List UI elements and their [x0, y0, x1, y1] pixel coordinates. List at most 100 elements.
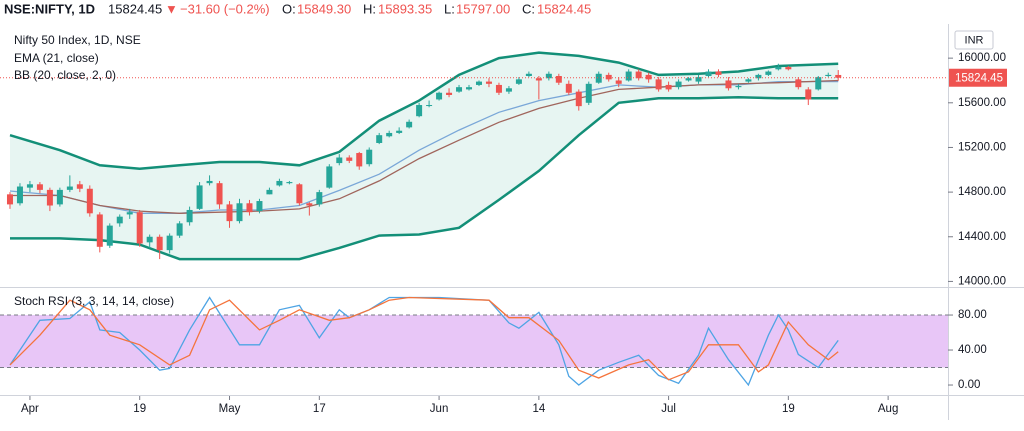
- candle-body: [426, 105, 433, 107]
- change: −31.60 (−0.2%): [180, 1, 270, 16]
- candle-body: [446, 92, 453, 95]
- x-tick-label: 14: [532, 403, 545, 415]
- high-label: H:: [363, 1, 376, 16]
- candle-body: [665, 84, 672, 90]
- x-tick-label: 19: [133, 403, 146, 415]
- candle-body: [555, 76, 562, 83]
- candle-body: [815, 77, 822, 90]
- candle-body: [386, 132, 393, 137]
- candle-body: [545, 73, 552, 79]
- x-tick-label: Jun: [430, 403, 449, 415]
- candle-body: [176, 223, 183, 236]
- candle-body: [675, 81, 682, 88]
- candle-body: [416, 105, 423, 117]
- candle-body: [775, 67, 782, 70]
- candle-body: [36, 184, 43, 190]
- candle-body: [106, 225, 113, 246]
- y-tick-label: 14400.00: [958, 231, 1006, 243]
- change-arrow: ▼: [165, 1, 178, 16]
- ema-legend: EMA (21, close): [14, 51, 99, 65]
- candle-body: [595, 73, 602, 83]
- candle-body: [515, 79, 522, 84]
- candle-body: [525, 73, 532, 77]
- x-tick-label: May: [219, 403, 241, 415]
- y-tick-label: 16000.00: [958, 52, 1006, 64]
- candle-body: [116, 216, 123, 224]
- bb-upper: [9, 51, 839, 170]
- candle-body: [406, 121, 413, 128]
- candle-body: [585, 83, 592, 103]
- candle-body: [485, 81, 492, 84]
- candle-body: [336, 157, 343, 164]
- candle-body: [76, 184, 83, 189]
- candle-body: [16, 186, 23, 204]
- currency: INR: [965, 34, 984, 46]
- candle-body: [156, 236, 163, 251]
- low-label: L:: [444, 1, 455, 16]
- candle-body: [256, 201, 263, 212]
- candle-body: [735, 86, 742, 88]
- last-price-label: 15824.45: [955, 72, 1003, 84]
- candle-body: [695, 77, 702, 82]
- candle-body: [196, 185, 203, 209]
- candle-body: [535, 78, 542, 81]
- candle-body: [86, 188, 93, 214]
- price-legend: Nifty 50 Index, 1D, NSE: [14, 33, 141, 47]
- candle-body: [6, 194, 13, 205]
- candle-body: [505, 88, 512, 92]
- candle-body: [136, 212, 143, 244]
- candle-body: [625, 71, 632, 81]
- close-label: C:: [522, 1, 535, 16]
- y-tick-label: 14000.00: [958, 275, 1006, 287]
- high-value: 15893.35: [378, 1, 432, 16]
- candle-body: [266, 189, 273, 195]
- last-price-tag: [949, 68, 1007, 87]
- x-tick-label: Jul: [661, 403, 676, 415]
- ema-line: [10, 79, 839, 214]
- close-value: 15824.45: [537, 1, 591, 16]
- low-value: 15797.00: [456, 1, 510, 16]
- stoch-pane: 80.00 40.00 0.00 Apr 19 May 17 Jun 14 Jul 19 Aug: [0, 296, 987, 415]
- candle-body: [216, 183, 223, 205]
- candle-body: [296, 184, 303, 204]
- candle-body: [326, 166, 333, 188]
- candle-body: [316, 192, 323, 205]
- candle-body: [615, 80, 622, 84]
- candle-body: [396, 130, 403, 133]
- y-tick-label: 14800.00: [958, 186, 1006, 198]
- stoch-line: [9, 296, 839, 381]
- candle-body: [436, 92, 443, 100]
- candle-body: [725, 80, 732, 89]
- bb-lower: [10, 95, 839, 261]
- candle-body: [226, 204, 233, 222]
- candle-body: [246, 203, 253, 213]
- price-pane: 16000.00 15600.00 15200.00 14800.00 14400.00…: [0, 51, 1007, 287]
- y-tick-label: 0.00: [958, 379, 980, 391]
- last-price: 15824.45: [108, 1, 162, 16]
- candle-body: [685, 78, 692, 81]
- candle-body: [565, 83, 572, 93]
- x-tick-label: 17: [313, 403, 326, 415]
- bb-legend: BB (20, close, 2, 0): [14, 68, 116, 82]
- candle-body: [765, 71, 772, 75]
- y-tick-label: 40.00: [958, 344, 987, 356]
- candle-body: [146, 236, 153, 243]
- open-label: O:: [282, 1, 296, 16]
- candle-body: [376, 135, 383, 143]
- candle-body: [755, 74, 762, 79]
- candle-body: [456, 87, 463, 92]
- candle-body: [655, 79, 662, 90]
- candle-body: [356, 153, 363, 167]
- candle-body: [56, 189, 63, 205]
- candle-body: [805, 89, 812, 100]
- x-tick-label: 19: [782, 403, 795, 415]
- x-tick-label: Aug: [878, 403, 898, 415]
- x-tick-label: Apr: [21, 403, 39, 415]
- candle-body: [605, 74, 612, 80]
- symbol: NSE:NIFTY, 1D: [4, 1, 95, 16]
- candle-body: [635, 71, 642, 79]
- candle-body: [795, 79, 802, 88]
- y-tick-label: 15200.00: [958, 141, 1006, 153]
- currency-badge[interactable]: [954, 30, 994, 50]
